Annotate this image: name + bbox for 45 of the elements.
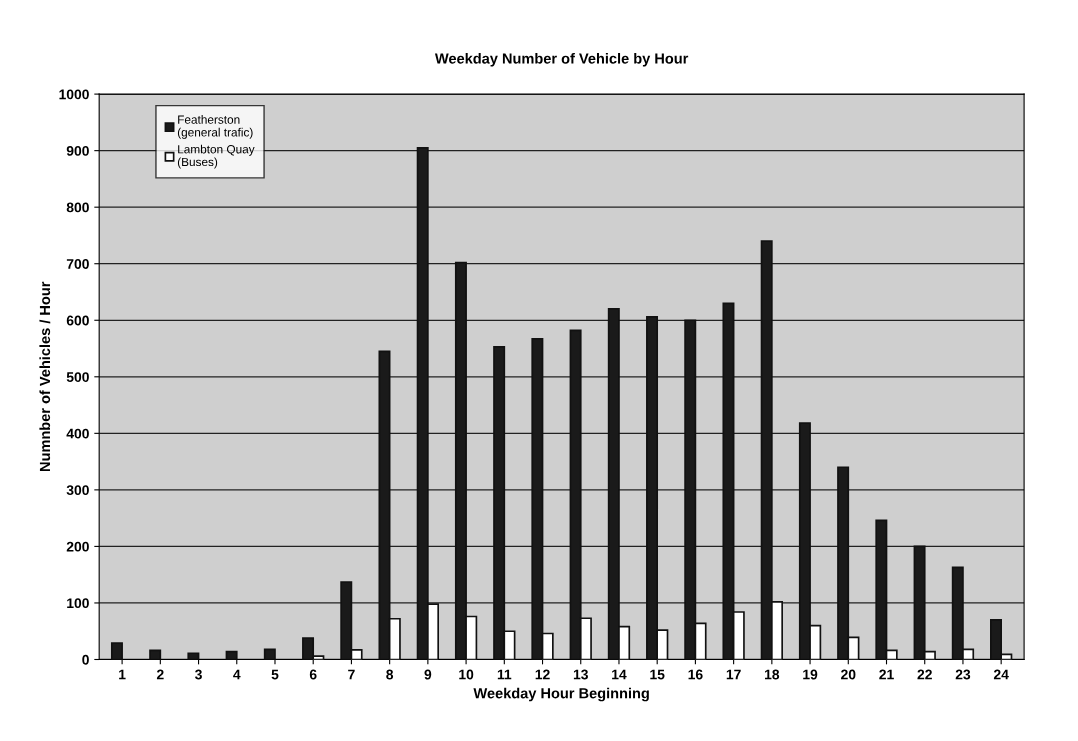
legend-label: Featherston (general trafic) bbox=[177, 115, 253, 139]
bar bbox=[149, 649, 162, 660]
y-tick-label: 600 bbox=[66, 315, 89, 326]
y-tick-label: 300 bbox=[66, 485, 89, 496]
x-tick-label: 10 bbox=[459, 669, 474, 680]
x-tick-label: 17 bbox=[726, 669, 741, 680]
x-tick-label: 13 bbox=[573, 669, 588, 680]
legend-label: Lambton Quay (Buses) bbox=[177, 144, 255, 169]
x-tick-label: 20 bbox=[841, 669, 856, 680]
x-tick-label: 18 bbox=[765, 669, 780, 680]
x-tick-label: 22 bbox=[917, 669, 932, 680]
y-tick-label: 200 bbox=[66, 541, 89, 552]
x-tick-label: 16 bbox=[688, 669, 703, 680]
y-tick-label: 800 bbox=[66, 202, 89, 213]
x-tick-label: 19 bbox=[803, 669, 818, 680]
x-tick-label: 6 bbox=[309, 669, 317, 680]
y-tick-label: 100 bbox=[67, 598, 89, 609]
x-tick-label: 9 bbox=[424, 669, 432, 680]
x-tick-label: 15 bbox=[650, 669, 665, 680]
y-tick-label: 1000 bbox=[59, 89, 89, 100]
x-tick-label: 11 bbox=[497, 669, 512, 680]
y-tick-label: 900 bbox=[66, 145, 89, 156]
x-tick-label: 3 bbox=[195, 669, 202, 680]
y-axis-title: Numnber of Vehicles / Hour bbox=[39, 281, 51, 472]
x-tick-label: 24 bbox=[993, 669, 1009, 680]
x-tick-label: 23 bbox=[955, 669, 971, 680]
chart-title: Weekday Number of Vehicle by Hour bbox=[434, 52, 689, 67]
x-tick-label: 7 bbox=[348, 669, 355, 680]
x-tick-label: 12 bbox=[535, 669, 550, 680]
x-tick-label: 4 bbox=[233, 669, 241, 680]
x-tick-label: 8 bbox=[386, 669, 394, 680]
bar bbox=[263, 648, 276, 660]
x-tick-label: 1 bbox=[119, 669, 126, 680]
y-tick-label: 0 bbox=[82, 654, 89, 665]
bar bbox=[187, 652, 200, 660]
x-axis-title: Weekday Hour Beginning bbox=[473, 687, 649, 702]
bar bbox=[110, 642, 123, 660]
bar bbox=[225, 650, 238, 660]
x-tick-label: 5 bbox=[271, 669, 279, 680]
y-tick-label: 500 bbox=[66, 372, 89, 382]
y-tick-label: 700 bbox=[66, 259, 89, 269]
x-tick-label: 21 bbox=[879, 669, 894, 680]
y-tick-label: 400 bbox=[66, 428, 89, 439]
x-tick-label: 14 bbox=[612, 669, 627, 680]
x-tick-label: 2 bbox=[156, 669, 164, 680]
